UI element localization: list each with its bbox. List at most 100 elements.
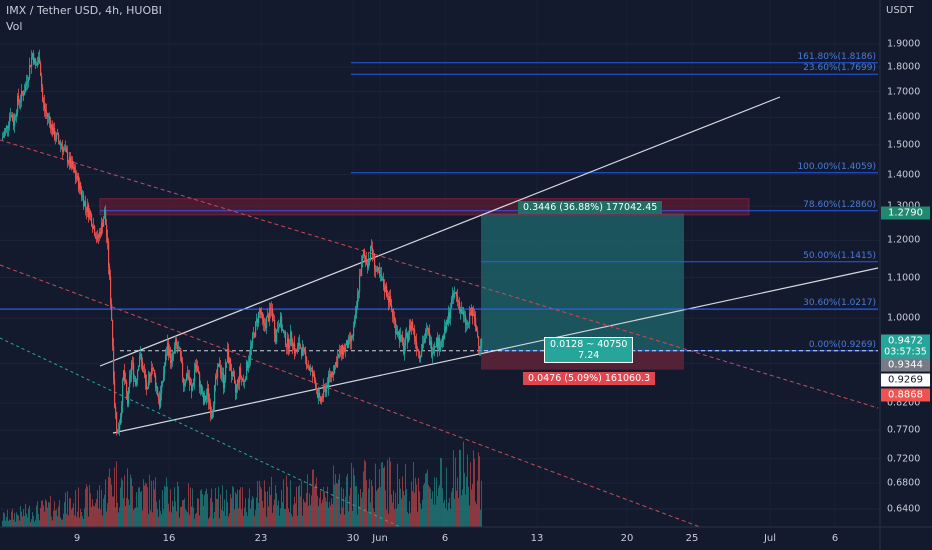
candle-body: [25, 85, 27, 93]
candle-body: [208, 388, 210, 402]
volume-bar: [429, 486, 430, 527]
volume-bar: [74, 515, 75, 527]
volume-bar: [206, 488, 207, 527]
candle-body: [96, 238, 98, 240]
candle-body: [280, 316, 282, 325]
volume-bar: [369, 479, 370, 527]
volume-bar: [188, 483, 189, 527]
price-tick-label: 1.0000: [887, 312, 921, 324]
candle-body: [368, 258, 370, 269]
candle-body: [161, 381, 163, 394]
candle-body: [432, 353, 434, 356]
candle-body: [267, 314, 269, 318]
candle-body: [6, 126, 8, 129]
volume-bar: [8, 520, 9, 527]
candle-body: [9, 117, 11, 126]
candle-body: [78, 175, 80, 190]
candle-body: [265, 325, 267, 328]
volume-bar: [267, 491, 268, 527]
candle-body: [376, 270, 378, 272]
candle-body: [196, 364, 198, 369]
volume-bar: [165, 487, 166, 527]
symbol-title[interactable]: IMX / Tether USD, 4h, HUOBI: [6, 4, 162, 17]
volume-bar: [300, 496, 301, 527]
candle-body: [367, 263, 369, 269]
candle-body: [436, 338, 438, 347]
candle-body: [35, 58, 37, 66]
candle-body: [476, 327, 478, 332]
volume-bar: [3, 512, 4, 527]
volume-bar: [38, 513, 39, 527]
volume-bar: [28, 508, 29, 527]
volume-bar: [116, 461, 117, 527]
candle-body: [346, 340, 348, 346]
volume-bar: [86, 484, 87, 527]
volume-bar: [138, 487, 139, 527]
price-tick-label: 1.7000: [887, 86, 921, 98]
candle-body: [327, 384, 329, 388]
candle-body: [172, 354, 174, 360]
volume-bar: [196, 512, 197, 527]
volume-bar: [310, 504, 311, 527]
candle-body: [21, 91, 23, 101]
volume-bar: [402, 476, 403, 527]
candle-body: [202, 393, 204, 394]
volume-bar: [280, 508, 281, 527]
candle-body: [254, 333, 256, 337]
candle-body: [354, 318, 356, 327]
volume-bar: [167, 486, 168, 527]
volume-bar: [135, 507, 136, 527]
candle-body: [264, 323, 266, 326]
volume-bar: [271, 476, 272, 527]
candle-body: [281, 316, 283, 331]
candle-body: [90, 211, 92, 215]
candle-body: [119, 424, 121, 431]
volume-bar: [388, 513, 389, 527]
candle-body: [474, 314, 476, 319]
volume-bar: [417, 511, 418, 527]
volume-bar: [218, 486, 219, 527]
volume-bar: [149, 474, 150, 527]
volume-bar: [309, 493, 310, 527]
volume-bar: [244, 507, 245, 527]
candle-body: [127, 393, 129, 405]
candle-body: [310, 368, 312, 371]
volume-bar: [71, 509, 72, 527]
candle-body: [252, 334, 254, 343]
volume-bar: [357, 514, 358, 527]
candle-body: [431, 340, 433, 356]
volume-bar: [100, 509, 101, 527]
candle-body: [443, 335, 445, 339]
candle-body: [7, 126, 9, 129]
volume-bar: [77, 511, 78, 527]
candle-body: [283, 329, 285, 333]
candle-body: [322, 396, 324, 398]
candle-body: [151, 368, 153, 376]
volume-bar: [295, 503, 296, 527]
volume-bar: [481, 480, 482, 527]
candle-body: [194, 370, 196, 382]
candle-body: [185, 381, 187, 384]
candle-body: [134, 378, 136, 379]
volume-bar: [39, 520, 40, 527]
candle-body: [124, 370, 126, 381]
price-tick-label: 0.7700: [887, 424, 921, 436]
candle-body: [200, 384, 202, 388]
candle-body: [27, 81, 29, 83]
candle-body: [232, 371, 234, 376]
candle-body: [175, 339, 177, 347]
candle-body: [449, 312, 451, 319]
volume-bar: [237, 489, 238, 527]
time-tick-label: 6: [441, 533, 449, 544]
volume-indicator-label[interactable]: Vol: [6, 20, 23, 33]
volume-bar: [186, 510, 187, 527]
volume-bar: [18, 515, 19, 527]
volume-bar: [89, 484, 90, 527]
volume-bar: [48, 501, 49, 527]
volume-bar: [117, 502, 118, 527]
volume-bar: [90, 493, 91, 527]
candle-body: [451, 298, 453, 309]
candle-body: [168, 342, 170, 356]
